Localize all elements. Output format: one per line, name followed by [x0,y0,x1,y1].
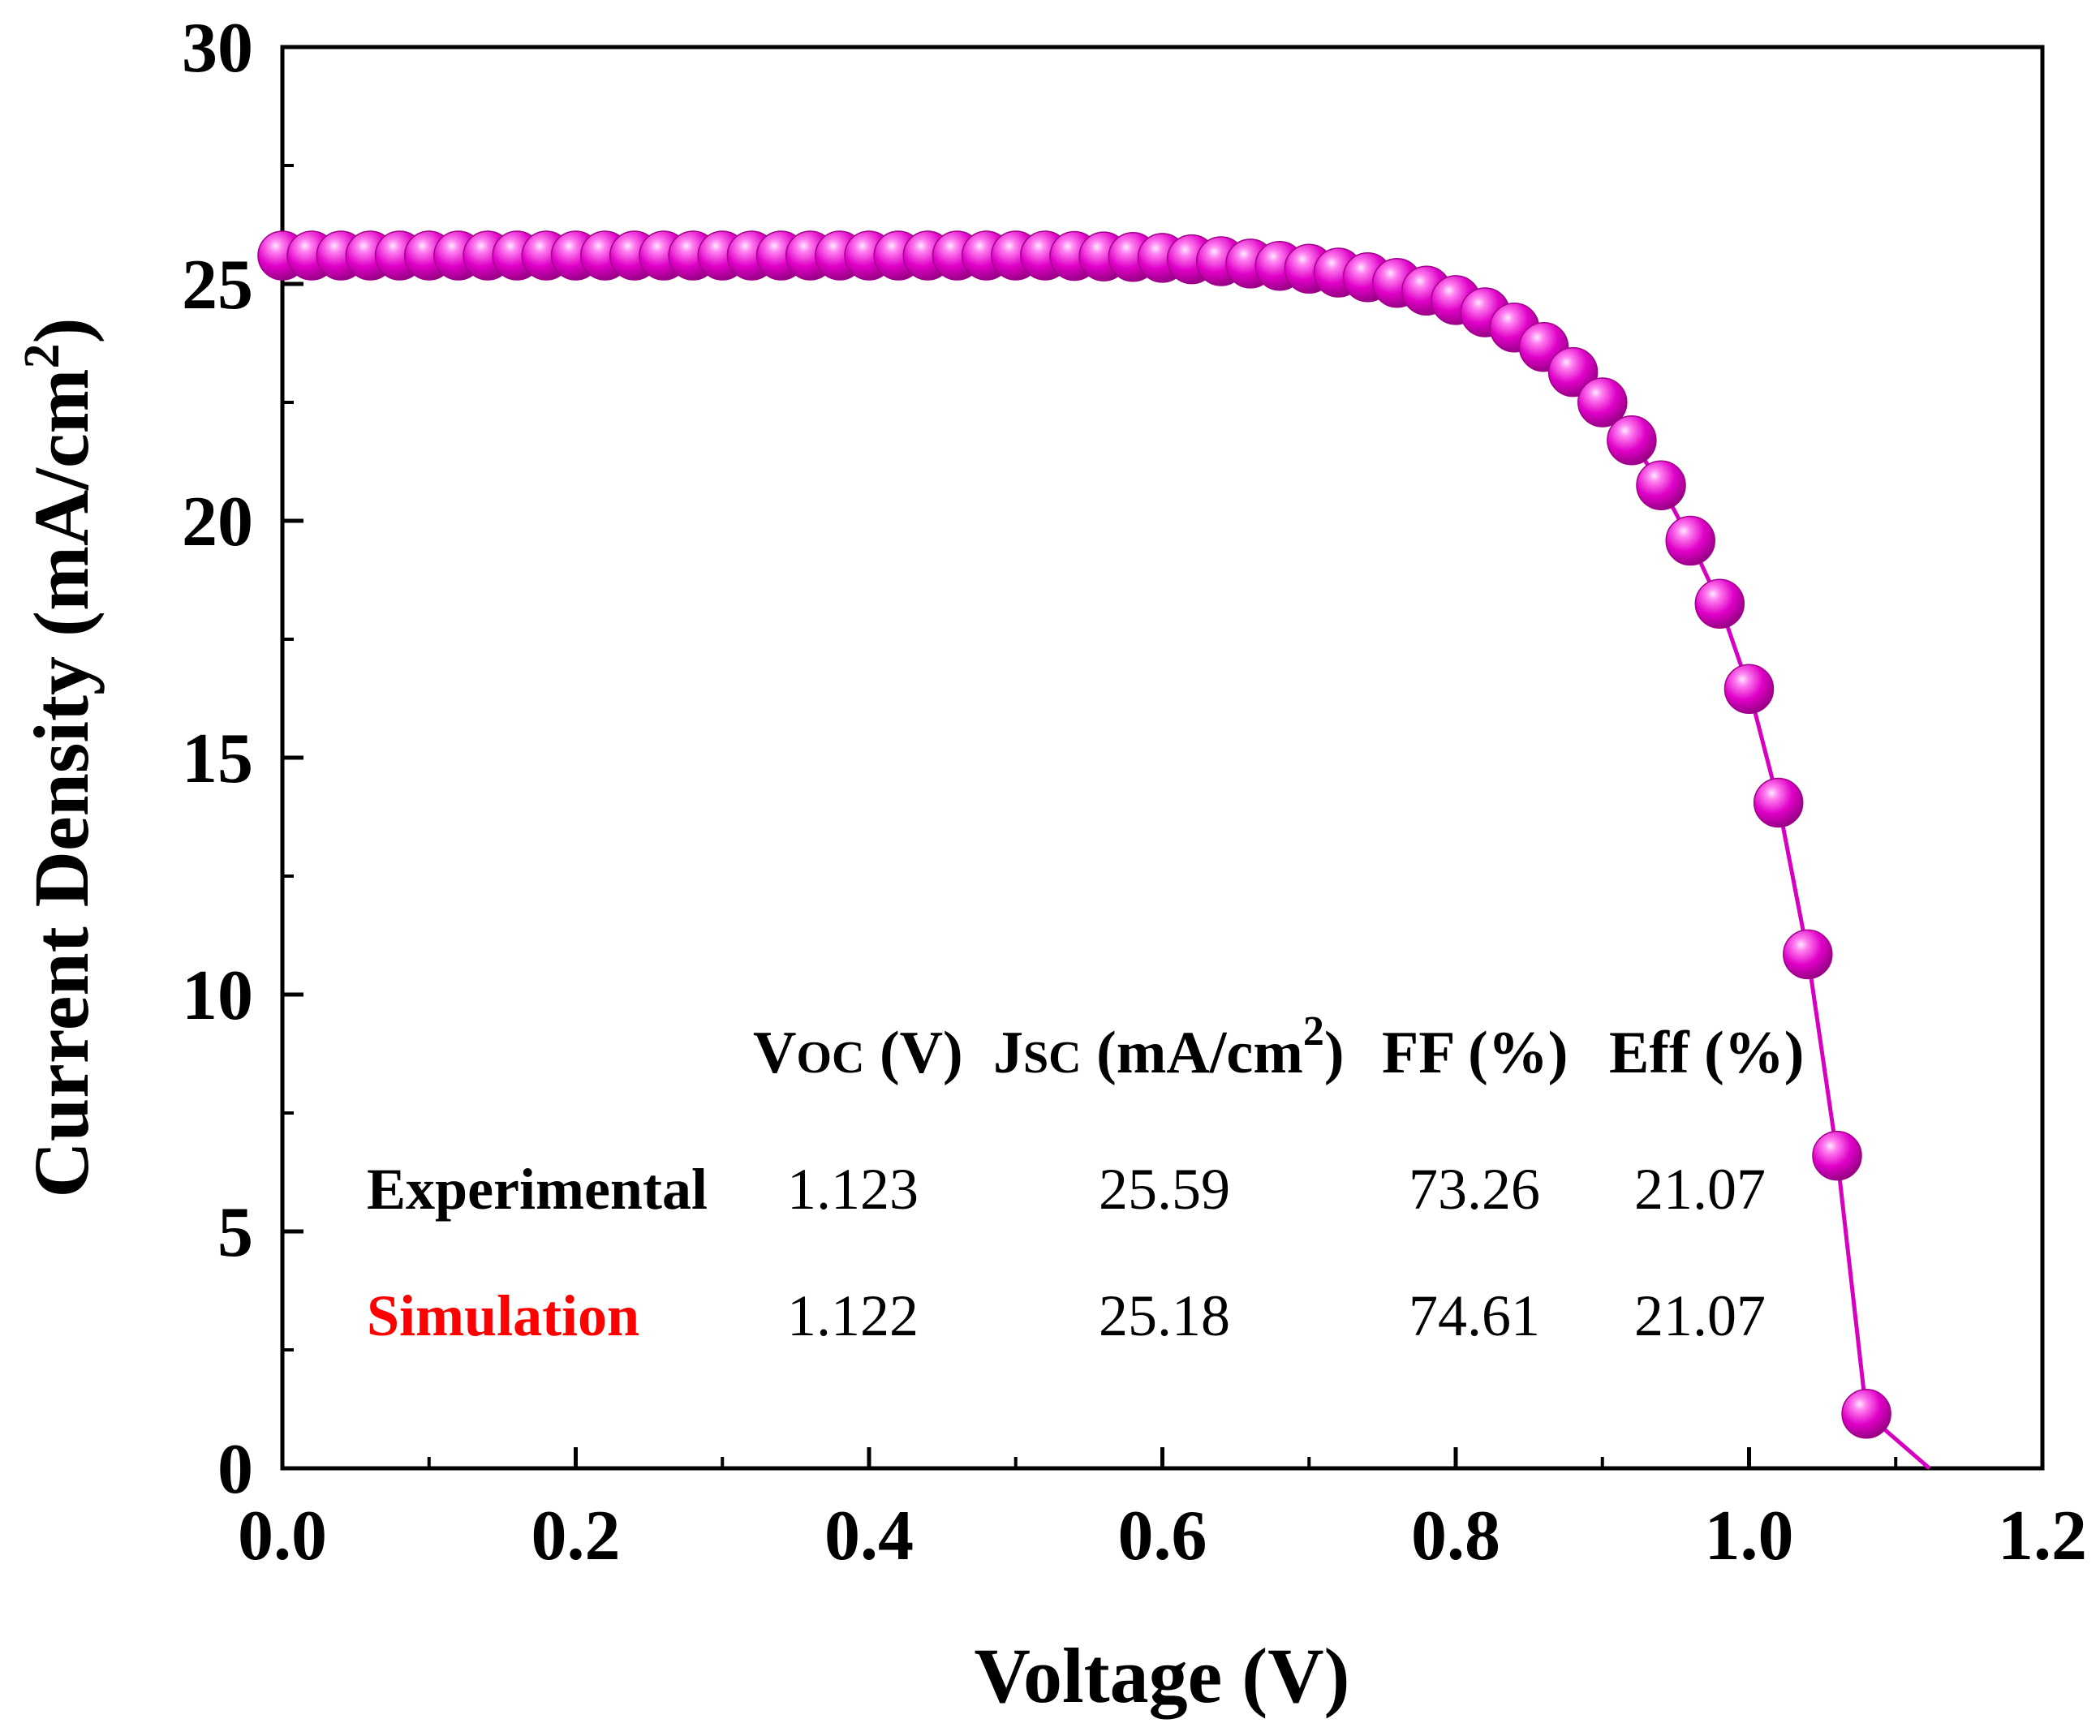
parameter-table: VOC (V) JSC (mA/cm2) FF (%) Eff (%) Expe… [367,1008,1804,1348]
jv-point [1812,1130,1862,1181]
x-tick-label: 0.8 [1411,1497,1500,1575]
x-tick-label: 1.2 [1998,1497,2087,1575]
jv-point [1665,515,1715,566]
experimental-jsc: 25.59 [1099,1157,1230,1222]
x-tick-label: 0.6 [1118,1497,1207,1575]
jv-point [1723,664,1775,715]
y-tick-label: 5 [217,1193,253,1272]
table-header-ff: FF (%) [1382,1020,1568,1086]
y-tick-label: 0 [217,1430,253,1509]
jv-point [1753,777,1804,828]
x-tick-label: 0.4 [824,1497,914,1575]
table-header-eff: Eff (%) [1609,1020,1804,1086]
experimental-voc: 1.123 [787,1157,919,1222]
row-label-simulation: Simulation [367,1283,639,1348]
row-label-experimental: Experimental [367,1157,708,1222]
x-tick-label: 1.0 [1705,1497,1794,1575]
jv-point [1841,1389,1891,1439]
y-tick-label: 10 [182,956,253,1035]
jv-markers [257,230,1891,1439]
x-tick-label: 0.2 [531,1497,621,1575]
y-tick-label: 25 [182,246,253,324]
experimental-ff: 73.26 [1409,1157,1540,1222]
table-header-jsc: JSC (mA/cm2) [993,1008,1345,1086]
jv-point [1547,346,1599,397]
jv-point [1607,415,1657,466]
simulation-voc: 1.122 [787,1283,919,1348]
jv-point [1783,929,1833,980]
y-axis-title: Current Density (mA/cm2) [15,318,105,1198]
simulation-jsc: 25.18 [1099,1283,1230,1348]
axis-ticks [280,45,2045,1471]
jv-point [1636,460,1686,510]
table-header-voc: VOC (V) [753,1020,963,1086]
y-tick-label: 15 [182,720,253,798]
y-tick-label: 30 [182,9,253,88]
experimental-eff: 21.07 [1634,1157,1766,1222]
axis-tick-labels: 0.0 0.2 0.4 0.6 0.8 1.0 1.2 0 5 10 15 20 25 30 [182,9,2087,1575]
x-tick-label: 0.0 [238,1497,327,1575]
jv-point [1577,377,1628,428]
simulation-ff: 74.61 [1409,1283,1540,1348]
y-tick-label: 20 [182,483,253,561]
x-axis-title: Voltage (V) [974,1632,1349,1719]
simulation-eff: 21.07 [1634,1283,1766,1348]
jv-point [1694,578,1745,629]
